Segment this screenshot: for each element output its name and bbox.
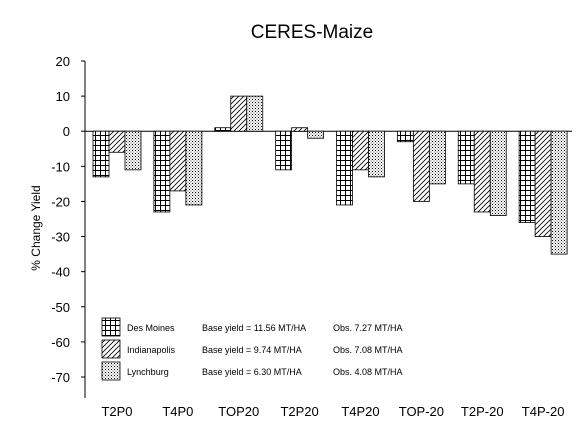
legend-base-yield: Base yield = 6.30 MT/HA: [202, 367, 302, 377]
y-tick-label: -20: [51, 194, 70, 209]
legend-observed-yield: Obs. 7.27 MT/HA: [333, 323, 403, 333]
bar-des-moines-t2p20: [275, 130, 293, 171]
x-tick-label: T2P-20: [461, 404, 504, 419]
y-tick-label: -60: [51, 335, 70, 350]
bar-lynchburg-t2p0: [124, 130, 142, 171]
bar-indianapolis-t4p20: [352, 130, 369, 171]
legend-observed-yield: Obs. 4.08 MT/HA: [333, 367, 403, 377]
bar-des-moines-t4p20: [336, 130, 353, 206]
bar-des-moines-top20: [214, 127, 232, 132]
bar-des-moines-top-20: [396, 130, 414, 143]
bar-lynchburg-top-20: [428, 130, 446, 185]
y-tick-label: -10: [51, 159, 70, 174]
bar-des-moines-t2p0: [92, 130, 110, 178]
legend: Des Moines Base yield = 11.56 MT/HA Obs. 7…: [101, 317, 403, 381]
bar-indianapolis-top-20: [412, 130, 430, 202]
x-tick-label: T4P20: [341, 404, 379, 419]
y-tick-label: 20: [56, 54, 70, 69]
bar-indianapolis-t2p20: [291, 127, 309, 132]
bar-des-moines-t4p-20: [518, 130, 536, 223]
x-tick-label: T4P-20: [522, 404, 565, 419]
bar-indianapolis-top20: [230, 95, 248, 132]
bar-lynchburg-t4p20: [368, 130, 385, 178]
y-tick-label: 0: [63, 124, 70, 139]
y-axis-label: % Change Yield: [29, 185, 43, 270]
legend-series-name: Lynchburg: [127, 367, 169, 377]
y-tick-label: 10: [56, 89, 70, 104]
bar-indianapolis-t4p-20: [534, 130, 552, 237]
chart-title: CERES-Maize: [251, 22, 373, 43]
legend-series-name: Des Moines: [127, 323, 175, 333]
x-tick-label: TOP20: [218, 404, 259, 419]
legend-swatch: [101, 317, 121, 337]
y-tick-label: -50: [51, 300, 70, 315]
bar-indianapolis-t4p0: [169, 130, 187, 192]
bar-lynchburg-t4p-20: [550, 130, 568, 255]
bar-des-moines-t2p-20: [457, 130, 475, 185]
bar-indianapolis-t2p-20: [473, 130, 491, 213]
bar-lynchburg-t4p0: [185, 130, 203, 206]
legend-observed-yield: Obs. 7.08 MT/HA: [333, 345, 403, 355]
x-axis: T2P0 T4P0 TOP20 T2P20 T4P20 TOP-20 T2P-20 T4P-2…: [101, 404, 564, 419]
bar-des-moines-t4p0: [153, 130, 171, 213]
bar-lynchburg-t2p-20: [489, 130, 507, 216]
x-tick-label: TOP-20: [399, 404, 444, 419]
bar-lynchburg-t2p20: [307, 130, 325, 139]
legend-series-name: Indianapolis: [127, 345, 176, 355]
legend-base-yield: Base yield = 11.56 MT/HA: [202, 323, 306, 333]
y-tick-label: -70: [51, 370, 70, 385]
x-tick-label: T2P20: [280, 404, 318, 419]
legend-swatch: [101, 339, 121, 359]
x-tick-label: T2P0: [101, 404, 132, 419]
y-tick-label: -30: [51, 230, 70, 245]
bars: [92, 95, 568, 255]
legend-base-yield: Base yield = 9.74 MT/HA: [202, 345, 302, 355]
x-tick-label: T4P0: [162, 404, 193, 419]
y-tick-label: -40: [51, 265, 70, 280]
bar-indianapolis-t2p0: [108, 130, 126, 153]
legend-swatch: [101, 361, 121, 381]
bar-lynchburg-top20: [246, 95, 264, 132]
